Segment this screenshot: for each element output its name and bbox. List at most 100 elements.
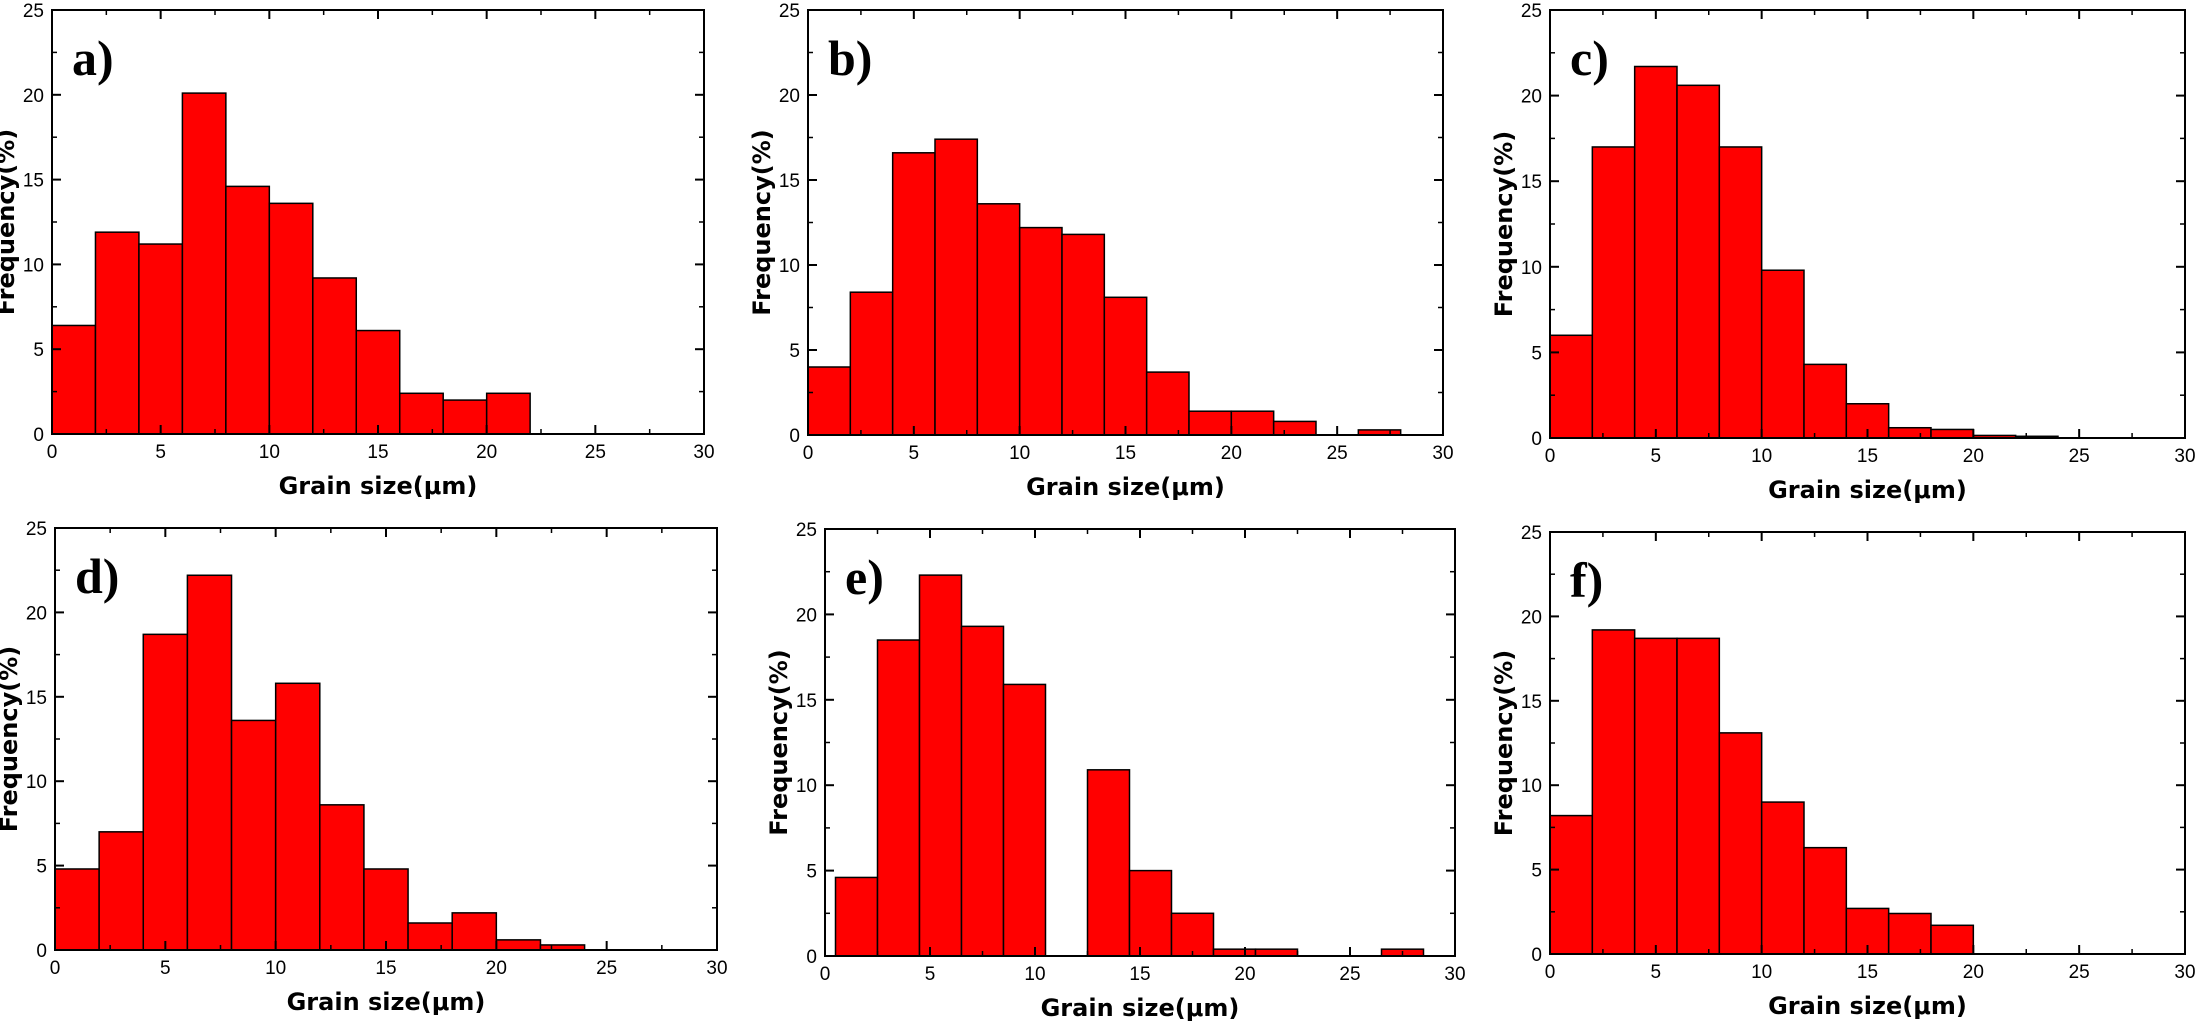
x-tick-label: 30 [693, 442, 714, 463]
bar [1930, 924, 1975, 955]
panel-label: c) [1570, 30, 1609, 86]
x-tick-label: 20 [1221, 443, 1242, 464]
x-tick-label: 15 [1115, 443, 1136, 464]
y-tick-label: 10 [779, 256, 800, 277]
bar [1676, 84, 1721, 439]
x-tick-label: 20 [486, 958, 507, 979]
y-tick-label: 25 [796, 520, 817, 541]
y-tick-label: 5 [36, 857, 47, 878]
chart-panel-2: 0 5 10 15 20 25 30 0 5 10 15 20 25 Grain size(μm) Freq… [748, 1, 1454, 501]
chart-panel-5: 0 5 10 15 20 25 30 0 5 10 15 20 25 Grain size(μm) Freq… [765, 520, 1466, 1022]
y-axis-title: Frequency(%) [1490, 650, 1518, 836]
bar [1803, 846, 1848, 955]
y-tick-label: 10 [26, 772, 47, 793]
y-tick-label: 15 [1521, 172, 1542, 193]
bar [1591, 629, 1636, 955]
bar [230, 719, 277, 951]
bar [312, 277, 358, 435]
bar [1930, 428, 1975, 439]
bar [138, 243, 184, 435]
bar [849, 291, 894, 436]
x-tick-label: 25 [585, 442, 606, 463]
x-tick-label: 5 [160, 958, 171, 979]
bar [1145, 371, 1190, 436]
x-tick-label: 0 [803, 443, 814, 464]
x-tick-label: 15 [375, 958, 396, 979]
y-tick-label: 15 [26, 688, 47, 709]
y-tick-label: 20 [23, 86, 44, 107]
x-tick-label: 15 [1129, 964, 1150, 985]
bar [1272, 420, 1317, 436]
bar [268, 202, 314, 435]
bar [442, 399, 488, 435]
bar [186, 574, 233, 951]
y-tick-label: 0 [33, 425, 44, 446]
y-tick-label: 25 [23, 1, 44, 22]
x-tick-label: 20 [1963, 446, 1984, 467]
x-tick-label: 0 [820, 964, 831, 985]
y-tick-label: 5 [789, 341, 800, 362]
x-tick-label: 15 [1857, 446, 1878, 467]
x-tick-label: 20 [476, 442, 497, 463]
bar [976, 203, 1021, 436]
y-tick-label: 0 [36, 941, 47, 962]
bar [1549, 334, 1594, 439]
x-tick-label: 10 [1009, 443, 1030, 464]
x-tick-label: 25 [1339, 964, 1360, 985]
bar [142, 633, 189, 951]
y-tick-label: 5 [33, 340, 44, 361]
y-axis-title: Frequency(%) [1490, 131, 1518, 317]
bar [934, 138, 979, 436]
bar [1803, 363, 1848, 439]
x-tick-label: 10 [1751, 962, 1772, 983]
x-tick-label: 0 [1545, 962, 1556, 983]
y-axis-title: Frequency(%) [0, 646, 23, 832]
bar [274, 682, 321, 951]
x-tick-label: 30 [2174, 446, 2195, 467]
x-axis-title: Grain size(μm) [279, 472, 478, 500]
y-tick-label: 5 [1531, 861, 1542, 882]
x-tick-label: 20 [1234, 964, 1255, 985]
y-axis-title: Frequency(%) [748, 129, 776, 315]
bar [319, 804, 365, 951]
y-tick-label: 5 [806, 862, 817, 883]
panel-label: d) [75, 548, 119, 604]
y-tick-label: 20 [796, 605, 817, 626]
y-tick-label: 0 [806, 947, 817, 968]
x-tick-label: 25 [596, 958, 617, 979]
x-tick-label: 30 [1432, 443, 1453, 464]
bar [1718, 146, 1763, 439]
bar [1018, 226, 1063, 436]
bar [398, 392, 444, 435]
y-tick-label: 20 [1521, 87, 1542, 108]
bar [1230, 410, 1275, 436]
bar [485, 392, 531, 435]
bar [876, 639, 921, 957]
panel-label: b) [828, 30, 872, 86]
x-tick-label: 25 [2069, 446, 2090, 467]
bar [1760, 801, 1805, 955]
bar [1887, 426, 1932, 439]
bar [1549, 814, 1594, 955]
bar [181, 92, 227, 435]
x-tick-label: 15 [1857, 962, 1878, 983]
x-tick-label: 20 [1963, 962, 1984, 983]
x-tick-label: 10 [259, 442, 280, 463]
bar [891, 152, 936, 436]
bar [98, 831, 145, 951]
bar [1254, 948, 1299, 957]
x-axis-title: Grain size(μm) [1026, 473, 1225, 501]
bar [1170, 912, 1215, 957]
bar [1633, 65, 1678, 439]
x-tick-label: 30 [2174, 962, 2195, 983]
panel-label: f) [1570, 552, 1603, 608]
y-tick-label: 10 [23, 255, 44, 276]
x-tick-label: 30 [706, 958, 727, 979]
y-tick-label: 5 [1531, 343, 1542, 364]
x-tick-label: 5 [925, 964, 936, 985]
y-tick-label: 0 [789, 426, 800, 447]
x-tick-label: 15 [367, 442, 388, 463]
x-tick-label: 25 [2069, 962, 2090, 983]
y-tick-label: 20 [779, 86, 800, 107]
